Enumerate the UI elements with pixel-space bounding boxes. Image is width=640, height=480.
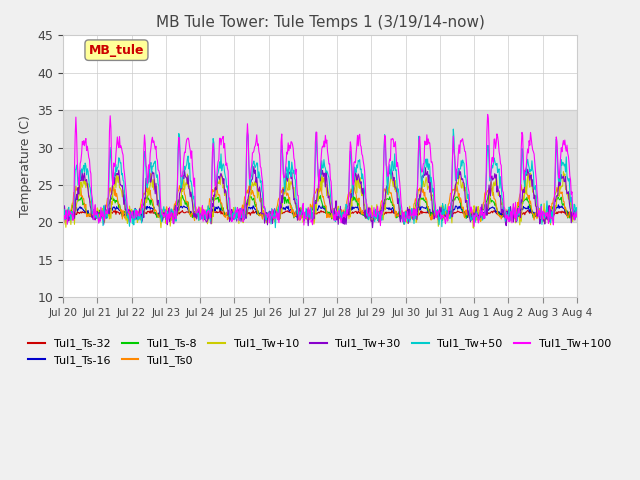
Tul1_Tw+50 xyxy=(59,212,67,218)
Tul1_Ts-8 xyxy=(397,211,405,217)
Tul1_Ts0 xyxy=(122,216,129,221)
Tul1_Ts0 xyxy=(59,215,67,221)
Tul1_Ts-32 xyxy=(398,211,406,216)
Tul1_Ts-32 xyxy=(573,212,581,218)
Tul1_Ts-16 xyxy=(122,213,129,218)
Tul1_Tw+100 xyxy=(382,162,390,168)
Tul1_Ts-8 xyxy=(122,209,129,215)
Tul1_Ts-8 xyxy=(477,218,484,224)
Tul1_Ts-8 xyxy=(484,192,492,197)
Line: Tul1_Ts-16: Tul1_Ts-16 xyxy=(63,205,577,219)
Tul1_Ts-16 xyxy=(201,213,209,218)
Tul1_Tw+100 xyxy=(122,178,129,184)
Tul1_Tw+10 xyxy=(470,225,477,231)
Line: Tul1_Tw+100: Tul1_Tw+100 xyxy=(63,114,577,227)
Tul1_Tw+50 xyxy=(68,211,76,217)
Tul1_Tw+50 xyxy=(398,213,406,218)
Tul1_Tw+50 xyxy=(122,196,129,202)
Tul1_Ts0 xyxy=(129,219,137,225)
Tul1_Tw+100 xyxy=(201,211,209,217)
Tul1_Tw+100 xyxy=(573,208,581,214)
Legend: Tul1_Ts-32, Tul1_Ts-16, Tul1_Ts-8, Tul1_Ts0, Tul1_Tw+10, Tul1_Tw+30, Tul1_Tw+50,: Tul1_Ts-32, Tul1_Ts-16, Tul1_Ts-8, Tul1_… xyxy=(24,334,616,370)
Tul1_Ts-16 xyxy=(59,212,67,217)
Tul1_Ts0 xyxy=(399,209,406,215)
Tul1_Tw+50 xyxy=(173,184,181,190)
Tul1_Ts0 xyxy=(573,213,581,218)
Tul1_Tw+100 xyxy=(173,182,181,188)
Tul1_Ts-8 xyxy=(68,202,76,208)
Tul1_Tw+50 xyxy=(271,225,279,230)
Tul1_Tw+10 xyxy=(383,190,390,195)
Tul1_Ts-16 xyxy=(173,205,181,211)
Tul1_Tw+10 xyxy=(573,213,581,219)
Line: Tul1_Ts-32: Tul1_Ts-32 xyxy=(63,210,577,217)
Tul1_Tw+30 xyxy=(399,212,406,217)
Tul1_Tw+10 xyxy=(173,209,181,215)
Text: MB_tule: MB_tule xyxy=(89,44,144,57)
Tul1_Tw+50 xyxy=(201,211,209,216)
Tul1_Tw+30 xyxy=(250,164,258,169)
Tul1_Ts-16 xyxy=(383,205,390,211)
Tul1_Ts-8 xyxy=(201,208,209,214)
Tul1_Tw+10 xyxy=(201,211,209,217)
Tul1_Tw+30 xyxy=(68,210,76,216)
Tul1_Tw+50 xyxy=(383,177,390,182)
Tul1_Tw+100 xyxy=(397,201,405,206)
Tul1_Tw+10 xyxy=(122,207,129,213)
Tul1_Ts0 xyxy=(384,184,392,190)
Tul1_Tw+10 xyxy=(68,211,76,217)
Tul1_Tw+100 xyxy=(470,224,478,229)
Tul1_Ts-32 xyxy=(173,212,181,218)
Tul1_Tw+10 xyxy=(398,215,406,220)
Tul1_Ts0 xyxy=(202,211,209,217)
Tul1_Ts-32 xyxy=(537,215,545,220)
Tul1_Ts-16 xyxy=(332,216,339,222)
Y-axis label: Temperature (C): Temperature (C) xyxy=(19,115,32,217)
Tul1_Tw+10 xyxy=(317,168,325,174)
Tul1_Ts-8 xyxy=(382,197,390,203)
Tul1_Tw+30 xyxy=(59,216,67,222)
Tul1_Tw+30 xyxy=(173,209,181,215)
Line: Tul1_Tw+50: Tul1_Tw+50 xyxy=(63,129,577,228)
Tul1_Ts-32 xyxy=(59,212,67,217)
Tul1_Tw+50 xyxy=(573,210,581,216)
Tul1_Ts-32 xyxy=(216,207,224,213)
Tul1_Ts-8 xyxy=(173,201,181,207)
Tul1_Tw+100 xyxy=(59,210,67,216)
Tul1_Ts-32 xyxy=(383,209,390,215)
Tul1_Ts-16 xyxy=(398,214,406,220)
Tul1_Ts0 xyxy=(282,180,289,186)
Tul1_Ts-8 xyxy=(573,211,581,217)
Tul1_Tw+30 xyxy=(201,216,209,222)
Tul1_Ts-16 xyxy=(555,202,563,208)
Tul1_Ts0 xyxy=(68,200,76,206)
Tul1_Ts-32 xyxy=(122,212,129,217)
Tul1_Tw+50 xyxy=(449,126,457,132)
Line: Tul1_Tw+30: Tul1_Tw+30 xyxy=(63,167,577,228)
Tul1_Tw+30 xyxy=(369,225,376,230)
Tul1_Ts-16 xyxy=(68,214,76,219)
Tul1_Tw+30 xyxy=(573,214,581,219)
Line: Tul1_Ts-8: Tul1_Ts-8 xyxy=(63,194,577,221)
Tul1_Tw+100 xyxy=(68,213,76,219)
Tul1_Ts-32 xyxy=(201,212,209,218)
Bar xyxy=(63,110,577,222)
Line: Tul1_Ts0: Tul1_Ts0 xyxy=(63,183,577,222)
Line: Tul1_Tw+10: Tul1_Tw+10 xyxy=(63,171,577,228)
Tul1_Ts-8 xyxy=(59,211,67,216)
Tul1_Ts0 xyxy=(174,188,182,194)
Tul1_Tw+10 xyxy=(59,222,67,228)
Tul1_Ts-32 xyxy=(68,214,76,219)
Tul1_Ts-16 xyxy=(573,211,581,217)
Title: MB Tule Tower: Tule Temps 1 (3/19/14-now): MB Tule Tower: Tule Temps 1 (3/19/14-now… xyxy=(156,15,484,30)
Tul1_Tw+30 xyxy=(122,207,129,213)
Tul1_Tw+30 xyxy=(384,185,392,191)
Tul1_Tw+100 xyxy=(484,111,492,117)
